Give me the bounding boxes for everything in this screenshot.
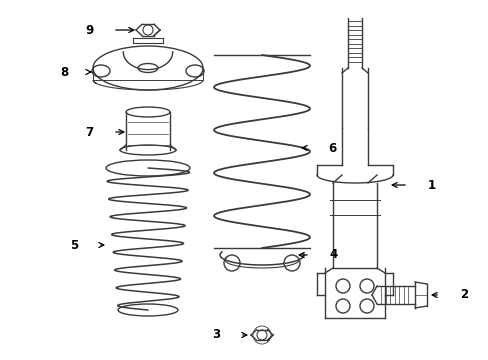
Text: 5: 5 xyxy=(70,239,78,252)
Text: 9: 9 xyxy=(85,23,93,36)
Text: 7: 7 xyxy=(85,126,93,139)
Text: 8: 8 xyxy=(60,66,68,78)
Text: 1: 1 xyxy=(427,179,435,192)
Text: 6: 6 xyxy=(327,141,335,154)
Text: 4: 4 xyxy=(329,248,337,261)
Text: 3: 3 xyxy=(211,328,220,342)
Text: 2: 2 xyxy=(459,288,467,302)
